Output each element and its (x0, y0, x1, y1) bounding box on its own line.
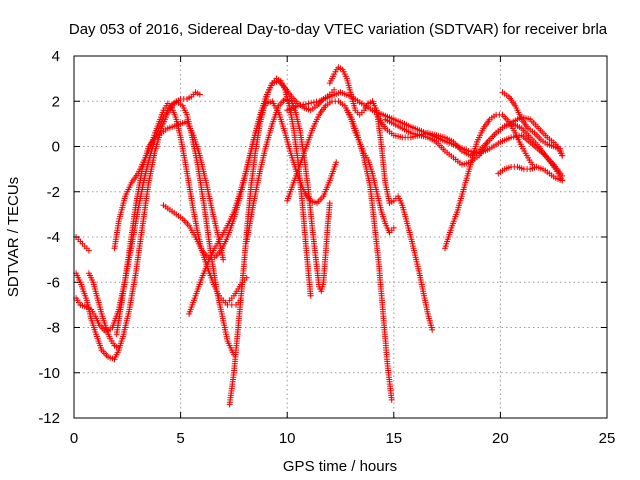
data-point-markers (226, 274, 250, 304)
y-tick-label: 2 (52, 93, 60, 110)
x-axis-label: GPS time / hours (283, 458, 397, 475)
y-tick-label: 4 (52, 48, 60, 65)
y-tick-label: -4 (47, 229, 60, 246)
y-axis-label: SDTVAR / TECUs (5, 177, 22, 297)
series-arc-09 (226, 75, 314, 408)
chart-title: Day 053 of 2016, Sidereal Day-to-day VTE… (69, 21, 608, 38)
series-arc-11 (243, 96, 333, 295)
data-point-markers (495, 163, 566, 184)
x-tick-label: 15 (385, 430, 402, 447)
data-point-markers (111, 100, 244, 308)
y-tick-label: -6 (47, 274, 60, 291)
data-point-markers (343, 107, 397, 236)
y-tick-label: -10 (38, 365, 60, 382)
series-arc-14 (343, 107, 397, 236)
y-tick-label: -8 (47, 320, 60, 337)
y-tick-label: 0 (52, 139, 60, 156)
data-point-markers (442, 111, 536, 252)
data-point-markers (382, 114, 566, 168)
data-point-markers (499, 89, 566, 159)
data-points (73, 64, 566, 408)
x-tick-label: 10 (279, 430, 296, 447)
x-tick-label: 5 (176, 430, 184, 447)
x-tick-label: 25 (599, 430, 616, 447)
data-point-markers (226, 75, 314, 408)
x-tick-label: 0 (70, 430, 78, 447)
series-arc-17 (382, 114, 566, 168)
series-arc-20 (499, 89, 566, 159)
y-tick-label: -2 (47, 184, 60, 201)
data-point-markers (243, 96, 333, 295)
series-arc-18 (442, 111, 536, 252)
series-arc-06 (111, 100, 244, 308)
grid (74, 56, 607, 418)
x-tick-label: 20 (492, 430, 509, 447)
y-tick-label: -12 (38, 410, 60, 427)
axis-ticks: 0 5 10 15 20 25 -12 -10 -8 -6 -4 -2 0 2 4 (38, 48, 615, 447)
series-arc-10 (226, 274, 250, 304)
series-arc-19 (495, 163, 566, 184)
data-point-markers (85, 270, 122, 351)
series-arc-04 (85, 270, 122, 351)
